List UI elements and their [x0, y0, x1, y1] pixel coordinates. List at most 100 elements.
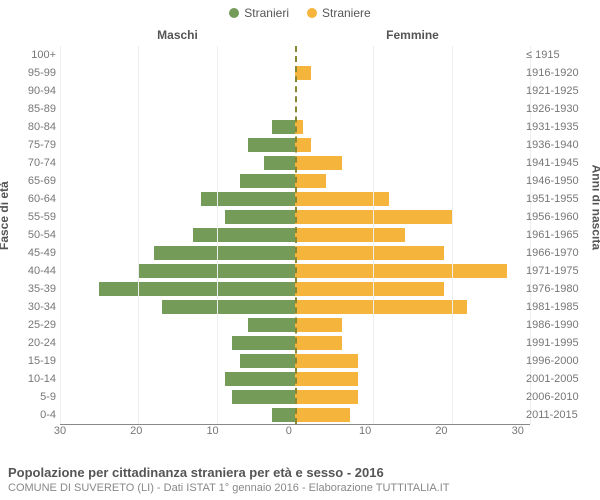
age-band-label: 50-54	[14, 229, 56, 241]
female-swatch	[307, 8, 317, 18]
male-half	[60, 334, 295, 352]
male-half	[60, 316, 295, 334]
header-female: Femmine	[295, 28, 530, 46]
age-band-label: 25-29	[14, 319, 56, 331]
male-half	[60, 406, 295, 424]
female-bar	[295, 372, 358, 386]
male-bar	[264, 156, 295, 170]
female-half	[295, 388, 530, 406]
male-half	[60, 298, 295, 316]
x-tick-label: 20	[435, 425, 447, 442]
female-bar	[295, 354, 358, 368]
female-half	[295, 244, 530, 262]
male-bar	[225, 372, 296, 386]
x-tick-label: 0	[286, 425, 292, 442]
male-swatch	[229, 8, 239, 18]
female-bar	[295, 264, 507, 278]
male-half	[60, 208, 295, 226]
birth-year-label: 2006-2010	[526, 391, 586, 403]
header-male: Maschi	[60, 28, 295, 46]
chart-title: Popolazione per cittadinanza straniera p…	[8, 465, 592, 480]
birth-year-label: ≤ 1915	[526, 49, 586, 61]
birth-year-label: 1951-1955	[526, 193, 586, 205]
female-half	[295, 280, 530, 298]
male-bar	[272, 408, 296, 422]
age-band-label: 5-9	[14, 391, 56, 403]
birth-year-label: 1941-1945	[526, 157, 586, 169]
x-tick-label: 20	[130, 425, 142, 442]
chart-subtitle: COMUNE DI SUVERETO (LI) - Dati ISTAT 1° …	[8, 482, 592, 494]
age-band-label: 75-79	[14, 139, 56, 151]
male-bar	[232, 336, 295, 350]
birth-year-label: 1931-1935	[526, 121, 586, 133]
female-bar	[295, 174, 326, 188]
column-headers: Maschi Femmine	[60, 28, 530, 46]
male-half	[60, 82, 295, 100]
female-half	[295, 352, 530, 370]
birth-year-label: 1916-1920	[526, 67, 586, 79]
x-tick-label: 10	[359, 425, 371, 442]
female-bar	[295, 282, 444, 296]
age-band-label: 40-44	[14, 265, 56, 277]
female-bar	[295, 408, 350, 422]
grid-line	[60, 46, 61, 424]
male-half	[60, 190, 295, 208]
male-half	[60, 262, 295, 280]
y-axis-right-title: Anni di nascita	[589, 165, 600, 250]
age-band-label: 60-64	[14, 193, 56, 205]
male-bar	[240, 354, 295, 368]
female-half	[295, 136, 530, 154]
male-bar	[232, 390, 295, 404]
female-bar	[295, 228, 405, 242]
female-half	[295, 298, 530, 316]
male-half	[60, 226, 295, 244]
birth-year-label: 1971-1975	[526, 265, 586, 277]
birth-year-label: 1926-1930	[526, 103, 586, 115]
male-half	[60, 370, 295, 388]
birth-year-label: 1991-1995	[526, 337, 586, 349]
male-half	[60, 46, 295, 64]
female-half	[295, 406, 530, 424]
male-half	[60, 136, 295, 154]
center-axis-line	[295, 46, 297, 424]
age-band-label: 95-99	[14, 67, 56, 79]
female-half	[295, 118, 530, 136]
male-half	[60, 280, 295, 298]
male-half	[60, 118, 295, 136]
x-axis-right: 0102030	[295, 425, 530, 442]
birth-year-label: 1981-1985	[526, 301, 586, 313]
male-bar	[193, 228, 295, 242]
grid-line	[452, 46, 453, 424]
birth-year-label: 2001-2005	[526, 373, 586, 385]
male-bar	[99, 282, 295, 296]
male-bar	[240, 174, 295, 188]
female-bar	[295, 192, 389, 206]
birth-year-label: 1986-1990	[526, 319, 586, 331]
female-bar	[295, 138, 311, 152]
male-half	[60, 388, 295, 406]
male-half	[60, 244, 295, 262]
male-bar	[248, 138, 295, 152]
male-bar	[201, 192, 295, 206]
grid-line	[217, 46, 218, 424]
male-half	[60, 64, 295, 82]
male-bar	[162, 300, 295, 314]
age-band-label: 20-24	[14, 337, 56, 349]
y-axis-left-title: Fasce di età	[0, 181, 11, 250]
birth-year-label: 1996-2000	[526, 355, 586, 367]
grid-line	[138, 46, 139, 424]
female-half	[295, 46, 530, 64]
female-bar	[295, 390, 358, 404]
female-half	[295, 316, 530, 334]
female-half	[295, 64, 530, 82]
x-tick-label: 30	[54, 425, 66, 442]
birth-year-label: 1966-1970	[526, 247, 586, 259]
male-half	[60, 172, 295, 190]
age-band-label: 35-39	[14, 283, 56, 295]
age-band-label: 10-14	[14, 373, 56, 385]
x-axis: 3020100 0102030	[60, 424, 530, 442]
age-band-label: 80-84	[14, 121, 56, 133]
age-band-label: 55-59	[14, 211, 56, 223]
birth-year-label: 1961-1965	[526, 229, 586, 241]
birth-year-label: 1976-1980	[526, 283, 586, 295]
